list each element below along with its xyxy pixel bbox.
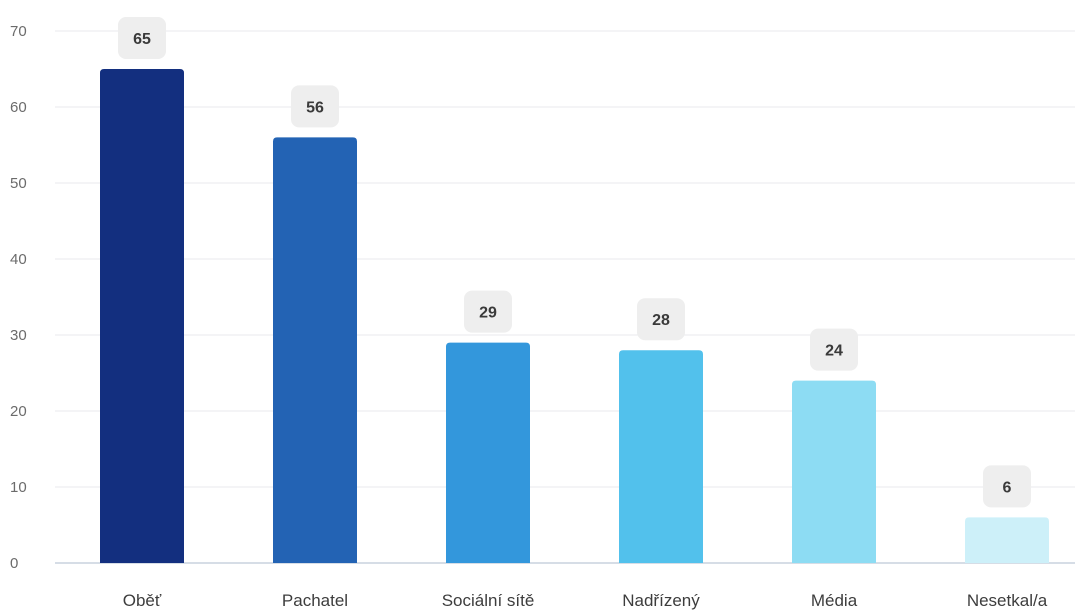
data-label-box [464,290,512,333]
data-label: 28 [652,312,670,329]
x-tick-label: Média [811,591,858,610]
bar [273,137,357,563]
y-tick-label: 50 [10,175,27,192]
bar [792,380,876,563]
y-tick-label: 30 [10,327,27,344]
bar [446,342,530,563]
data-label-box [118,17,166,59]
y-tick-label: 20 [10,403,27,420]
data-label-box [810,328,858,371]
x-tick-label: Sociální sítě [442,591,535,610]
data-label: 6 [1003,479,1012,496]
y-tick-label: 0 [10,555,18,572]
bar [100,69,184,563]
y-tick-label: 10 [10,479,27,496]
data-label: 29 [479,305,497,322]
data-label-box [291,85,339,128]
x-tick-label: Nadřízený [622,591,700,610]
x-tick-label: Oběť [123,591,162,610]
y-tick-label: 60 [10,99,27,116]
data-label-box [983,465,1031,508]
bar [965,517,1049,563]
y-tick-label: 40 [10,251,27,268]
bar [619,350,703,563]
x-tick-label: Nesetkal/a [967,591,1048,610]
data-label-box [637,298,685,341]
y-tick-label: 70 [10,23,27,40]
x-tick-label: Pachatel [282,591,348,610]
data-label: 56 [306,99,324,116]
data-label: 65 [133,31,151,48]
data-label: 24 [825,343,843,360]
